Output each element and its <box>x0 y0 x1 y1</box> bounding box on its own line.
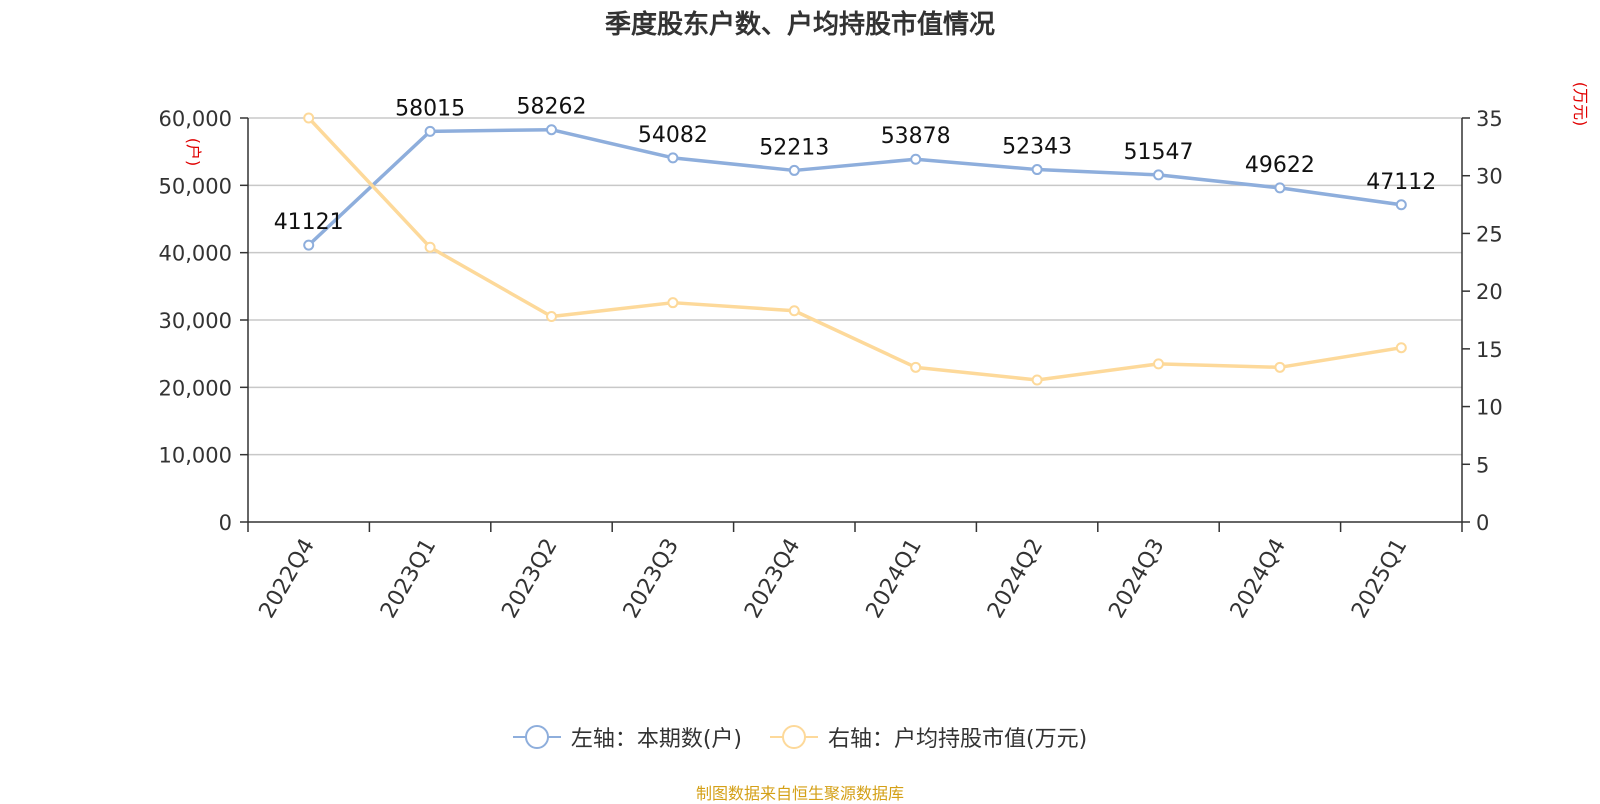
legend: 左轴：本期数(户) 右轴：户均持股市值(万元) <box>0 722 1600 752</box>
right-series-point <box>910 361 922 373</box>
data-label: 53878 <box>881 124 951 149</box>
y-right-tick-label: 30 <box>1476 165 1503 189</box>
left-series-point <box>788 164 800 176</box>
right-series-point <box>424 241 436 253</box>
y-right-tick-label: 10 <box>1476 396 1503 420</box>
right-series-point <box>546 311 557 323</box>
chart-title: 季度股东户数、户均持股市值情况 <box>604 10 995 40</box>
y-right-tick-label: 35 <box>1476 107 1503 131</box>
y-left-tick-label: 50,000 <box>159 174 232 198</box>
x-tick-label: 2024Q4 <box>1226 535 1291 623</box>
y-left-tick-label: 20,000 <box>159 376 232 400</box>
left-series-point <box>1395 199 1407 211</box>
left-series-point <box>1031 164 1043 176</box>
x-tick-label: 2024Q3 <box>1104 535 1169 623</box>
x-tick-label: 2024Q2 <box>983 535 1048 623</box>
left-series-line <box>307 127 1402 247</box>
chart-canvas: 010,00020,00030,00040,00050,00060,000051… <box>159 82 1590 623</box>
left-series-point <box>667 152 679 164</box>
legend-item-right[interactable]: 右轴：户均持股市值(万元) <box>770 721 1087 753</box>
y-right-tick-label: 20 <box>1476 280 1503 304</box>
right-series-point <box>667 297 679 309</box>
left-series-point <box>910 153 922 165</box>
legend-item-left[interactable]: 左轴：本期数(户) <box>512 721 742 753</box>
left-series-point <box>1274 182 1286 194</box>
left-series-point <box>303 239 315 251</box>
y-right-unit-label: (万元) <box>1571 82 1590 127</box>
x-tick-label: 2025Q1 <box>1347 535 1412 623</box>
data-label: 47112 <box>1366 170 1436 195</box>
y-right-tick-label: 5 <box>1476 453 1489 477</box>
y-left-tick-label: 0 <box>219 511 232 535</box>
legend-left-series-icon <box>512 725 561 749</box>
right-series-line <box>307 116 1402 382</box>
data-label: 54082 <box>638 123 708 148</box>
x-tick-label: 2024Q1 <box>862 535 927 623</box>
right-series-point <box>788 305 800 317</box>
y-left-tick-label: 60,000 <box>159 107 232 131</box>
left-series-point <box>546 124 557 136</box>
x-tick-label: 2023Q1 <box>376 535 441 623</box>
right-series-point <box>1153 358 1164 370</box>
left-series-point <box>424 125 436 137</box>
data-label: 49622 <box>1245 153 1315 178</box>
right-series-point <box>1274 361 1286 373</box>
right-series-point <box>1031 374 1043 386</box>
x-tick-label: 2022Q4 <box>255 535 320 623</box>
right-series-point <box>1395 342 1407 354</box>
data-label: 51547 <box>1124 140 1194 165</box>
data-source-note: 制图数据来自恒生聚源数据库 <box>695 784 904 803</box>
data-label: 52343 <box>1002 135 1072 160</box>
y-left-unit-label: (户) <box>184 138 203 167</box>
legend-right-label: 右轴：户均持股市值(万元) <box>828 727 1088 752</box>
y-left-tick-label: 30,000 <box>159 309 232 333</box>
y-left-tick-label: 10,000 <box>159 444 232 468</box>
right-series-point <box>303 112 315 124</box>
data-label: 52213 <box>759 135 829 160</box>
y-right-tick-label: 15 <box>1476 338 1503 362</box>
data-label: 41121 <box>274 210 344 235</box>
y-left-tick-label: 40,000 <box>159 242 232 266</box>
legend-left-label: 左轴：本期数(户) <box>570 727 742 752</box>
y-right-tick-label: 25 <box>1476 222 1503 246</box>
left-series-point <box>1153 169 1164 181</box>
x-tick-label: 2023Q3 <box>619 535 684 623</box>
legend-right-series-icon <box>770 725 818 749</box>
data-label: 58015 <box>395 96 465 121</box>
data-label: 58262 <box>517 95 587 120</box>
x-tick-label: 2023Q4 <box>740 535 805 623</box>
x-tick-label: 2023Q2 <box>497 535 562 623</box>
y-right-tick-label: 0 <box>1476 511 1489 535</box>
